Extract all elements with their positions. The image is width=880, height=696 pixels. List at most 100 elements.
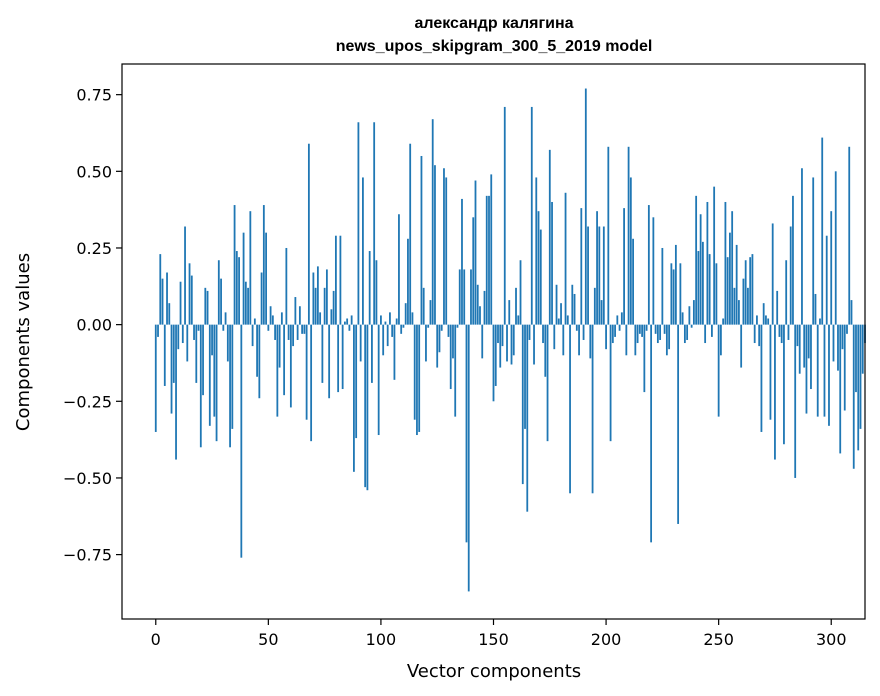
- bar-153: [499, 324, 502, 368]
- bar-48: [262, 205, 265, 325]
- bar-68: [307, 143, 310, 325]
- bar-224: [659, 324, 662, 340]
- bar-282: [789, 226, 792, 325]
- bar-277: [778, 324, 781, 337]
- bar-97: [373, 122, 376, 325]
- bar-89: [355, 324, 358, 439]
- bar-190: [582, 324, 585, 340]
- bar-19: [197, 324, 200, 331]
- bar-195: [593, 287, 596, 325]
- bar-218: [645, 324, 648, 331]
- bar-60: [289, 324, 292, 408]
- bar-27: [215, 324, 218, 442]
- bar-304: [839, 324, 842, 454]
- bar-120: [425, 324, 427, 362]
- bar-46: [258, 324, 261, 399]
- bar-208: [623, 208, 625, 325]
- bar-133: [454, 324, 457, 417]
- bar-240: [695, 195, 698, 325]
- bar-206: [618, 324, 621, 331]
- bar-166: [528, 324, 531, 340]
- bar-268: [758, 324, 761, 347]
- bar-283: [792, 195, 794, 325]
- bar-255: [729, 232, 731, 325]
- bar-239: [692, 300, 695, 325]
- bar-149: [490, 174, 493, 325]
- bar-136: [461, 198, 463, 325]
- bar-73: [319, 312, 322, 325]
- bar-302: [834, 171, 837, 325]
- bar-44: [253, 318, 256, 325]
- bar-175: [548, 149, 551, 325]
- bar-264: [749, 257, 752, 325]
- bar-101: [382, 324, 385, 356]
- bar-266: [753, 324, 756, 344]
- bar-223: [656, 324, 659, 344]
- bar-90: [357, 122, 360, 325]
- bar-40: [244, 281, 247, 325]
- bar-171: [539, 229, 542, 325]
- bar-96: [371, 324, 373, 383]
- bar-292: [812, 177, 815, 325]
- bar-76: [325, 269, 328, 325]
- bar-197: [598, 226, 601, 325]
- bar-174: [546, 324, 549, 442]
- bar-93: [364, 324, 367, 488]
- bar-122: [429, 300, 432, 325]
- bar-15: [188, 263, 191, 325]
- bar-183: [566, 315, 569, 325]
- bar-18: [195, 324, 198, 383]
- bar-14: [186, 324, 189, 362]
- bar-293: [814, 293, 817, 325]
- bar-65: [301, 324, 304, 334]
- bar-202: [609, 324, 612, 442]
- bar-294: [816, 324, 819, 417]
- bar-0: [154, 324, 157, 432]
- bar-213: [634, 324, 637, 356]
- bar-128: [443, 168, 445, 325]
- bar-298: [825, 235, 828, 325]
- bar-110: [402, 324, 405, 328]
- bar-310: [852, 324, 855, 469]
- bar-121: [427, 324, 430, 328]
- bar-242: [699, 214, 702, 325]
- bar-138: [465, 324, 468, 543]
- bar-31: [224, 312, 227, 325]
- bar-91: [359, 324, 362, 362]
- bar-139: [467, 324, 470, 592]
- bar-47: [260, 272, 263, 325]
- bar-85: [346, 318, 349, 325]
- bar-180: [560, 303, 562, 325]
- bar-49: [265, 232, 267, 325]
- bar-181: [562, 324, 565, 356]
- bar-176: [551, 201, 553, 325]
- bar-64: [298, 306, 301, 325]
- bar-299: [828, 324, 830, 426]
- bar-262: [744, 260, 747, 325]
- bar-260: [740, 324, 743, 368]
- bar-173: [544, 324, 547, 377]
- bar-263: [747, 287, 749, 325]
- bar-185: [571, 284, 574, 325]
- bar-305: [841, 324, 844, 350]
- bar-42: [249, 211, 252, 325]
- bar-279: [783, 324, 785, 445]
- bar-35: [233, 205, 236, 325]
- bar-11: [179, 281, 182, 325]
- bar-160: [515, 287, 517, 325]
- bar-17: [193, 324, 195, 340]
- bar-189: [580, 208, 583, 325]
- bar-270: [762, 303, 765, 325]
- bar-132: [452, 324, 454, 359]
- bar-237: [688, 306, 691, 325]
- bar-221: [652, 217, 655, 325]
- bar-286: [798, 324, 801, 374]
- bar-119: [422, 287, 425, 325]
- bar-137: [463, 269, 466, 325]
- bar-39: [242, 232, 245, 325]
- bar-131: [449, 324, 452, 390]
- bar-13: [184, 226, 186, 325]
- bar-34: [231, 324, 234, 429]
- y-tick-label-0: −0.75: [63, 546, 112, 565]
- bar-86: [348, 324, 351, 331]
